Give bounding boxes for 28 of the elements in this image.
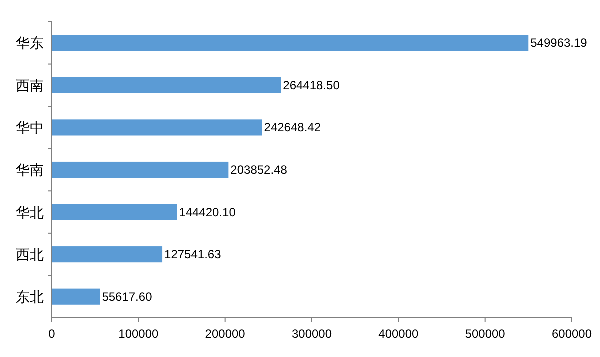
y-tick-label: 东北 [16, 288, 44, 305]
bar [52, 120, 262, 136]
bar [52, 35, 529, 52]
y-tick-label: 西北 [16, 246, 44, 263]
y-tick-label: 华北 [16, 204, 44, 220]
x-tick-label: 500000 [465, 327, 506, 341]
y-tick-label: 华中 [16, 120, 44, 136]
x-tick-label: 0 [48, 327, 56, 341]
x-tick-label: 300000 [292, 327, 332, 341]
data-label: 144420.10 [179, 205, 236, 220]
data-label: 127541.63 [164, 248, 222, 262]
data-label: 264418.50 [283, 78, 340, 92]
x-tick-label: 400000 [378, 327, 420, 341]
bar [52, 246, 163, 263]
bar [52, 77, 282, 94]
y-tick-label: 华南 [16, 162, 44, 178]
x-tick-label: 600000 [552, 327, 592, 341]
x-tick-label: 100000 [118, 327, 160, 341]
bar [52, 288, 100, 305]
bar [52, 162, 229, 178]
y-tick-label: 华东 [16, 35, 44, 52]
bar [52, 204, 178, 220]
data-label: 55617.60 [102, 290, 153, 304]
data-label: 242648.42 [264, 120, 322, 135]
x-tick-label: 200000 [205, 327, 246, 341]
data-label: 203852.48 [230, 163, 288, 177]
data-label: 549963.19 [530, 36, 588, 50]
y-tick-label: 西南 [16, 77, 44, 94]
